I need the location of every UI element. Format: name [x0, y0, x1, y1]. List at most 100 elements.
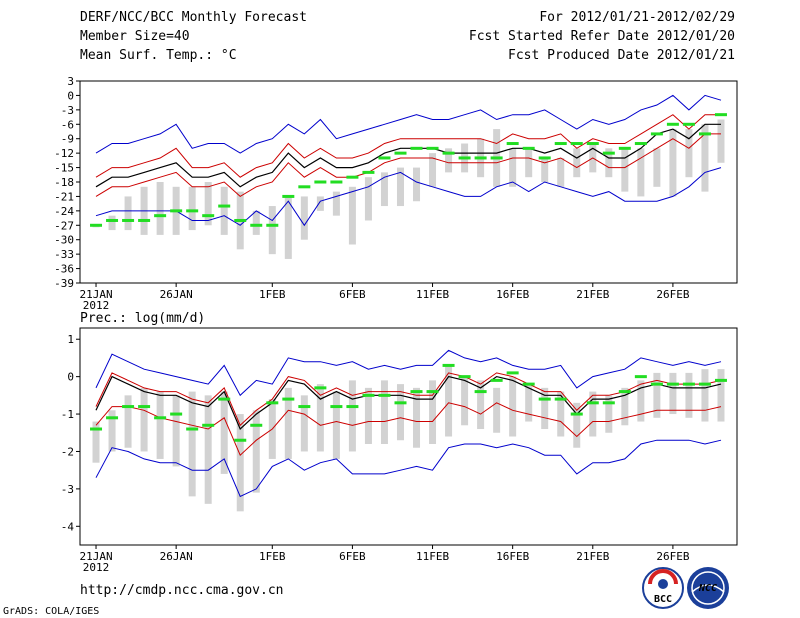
- footer-credit: GrADS: COLA/IGES: [3, 606, 99, 617]
- header-variable: Mean Surf. Temp.: °C: [80, 48, 237, 63]
- temp-spread-box: [557, 157, 565, 187]
- temp-ytick-label: -15: [54, 162, 74, 175]
- temp-xtick-label: 16FEB: [496, 288, 529, 301]
- temp-ytick-label: -33: [54, 248, 74, 261]
- prec-spread-box: [220, 391, 228, 474]
- temp-xtick-label: 26FEB: [656, 288, 689, 301]
- prec-ytick-label: -1: [61, 408, 74, 421]
- temp-spread-box: [429, 153, 437, 187]
- prec-xtick-label: 1FEB: [259, 550, 286, 563]
- temp-ensemble-mean-line: [95, 123, 721, 188]
- bcc-logo-text: BCC: [654, 594, 672, 605]
- temp-ytick-label: -12: [54, 147, 74, 160]
- temp-spread-box: [541, 157, 549, 182]
- prec-ytick-label: 1: [67, 333, 74, 346]
- prec-spread-box: [364, 387, 372, 444]
- footer-url[interactable]: http://cmdp.ncc.cma.gov.cn: [80, 583, 284, 598]
- temp-spread-box: [316, 196, 324, 211]
- temp-spread-box: [573, 148, 581, 178]
- prec-xtick-label: 26JAN: [160, 550, 193, 563]
- temp-spread-box: [156, 182, 164, 235]
- prec-spread-box: [669, 372, 677, 415]
- prec-ytick-label: 0: [67, 371, 74, 384]
- prec-spread-box: [252, 410, 260, 493]
- temp-spread-box: [124, 196, 132, 231]
- prec-spread-box: [396, 384, 404, 441]
- prec-spread-box: [172, 395, 180, 467]
- temp-spread-high-line: [95, 114, 721, 178]
- prec-spread-box: [637, 380, 645, 422]
- prec-ensemble-mean-line: [95, 375, 722, 431]
- prec-ytick-label: -4: [61, 520, 75, 533]
- temp-x-year: 2012: [83, 299, 110, 312]
- prec-spread-box: [140, 387, 148, 452]
- header-title: DERF/NCC/BCC Monthly Forecast: [80, 10, 307, 25]
- temp-spread-box: [669, 129, 677, 197]
- prec-spread-box: [701, 369, 709, 422]
- prec-spread-box: [573, 402, 581, 448]
- prec-xtick-label: 6FEB: [339, 550, 366, 563]
- prec-spread-box: [332, 391, 340, 459]
- temp-spread-box: [413, 167, 421, 202]
- prec-spread-box: [509, 376, 517, 437]
- temp-ytick-label: 0: [67, 89, 74, 102]
- temp-xtick-label: 26JAN: [160, 288, 193, 301]
- temp-ytick-label: -21: [54, 190, 74, 203]
- prec-spread-box: [653, 372, 661, 418]
- prec-spread-box: [236, 414, 244, 512]
- temp-spread-box: [653, 148, 661, 187]
- prec-spread-box: [557, 391, 565, 437]
- header-produced-date: Fcst Produced Date 2012/01/21: [508, 48, 735, 63]
- prec-spread-box: [589, 391, 597, 437]
- prec-upper-bound-line: [95, 349, 722, 397]
- temp-ytick-label: -36: [54, 263, 74, 276]
- prec-ytick-label: -2: [61, 445, 74, 458]
- prec-spread-low-line: [95, 402, 722, 457]
- prec-spread-box: [92, 421, 100, 463]
- temp-spread-box: [220, 186, 228, 235]
- temp-xtick-label: 21FEB: [576, 288, 609, 301]
- temp-xtick-label: 11FEB: [416, 288, 449, 301]
- prec-spread-box: [108, 410, 116, 452]
- temp-spread-box: [380, 172, 388, 207]
- temp-spread-box: [509, 148, 517, 187]
- prec-spread-box: [605, 395, 613, 433]
- header-period: For 2012/01/21-2012/02/29: [539, 10, 735, 25]
- temp-spread-box: [108, 215, 116, 231]
- prec-spread-box: [300, 395, 308, 452]
- temp-xtick-label: 21JAN: [79, 288, 112, 301]
- temp-spread-box: [284, 196, 292, 259]
- prec-spread-box: [461, 376, 469, 426]
- prec-lower-bound-line: [95, 439, 722, 498]
- temp-spread-box: [637, 148, 645, 197]
- temp-ytick-label: -6: [61, 118, 74, 131]
- temp-spread-box: [717, 119, 725, 163]
- temp-spread-box: [332, 191, 340, 216]
- prec-xtick-label: 16FEB: [496, 550, 529, 563]
- prec-plot-frame: [79, 327, 738, 546]
- temp-spread-low-line: [95, 133, 721, 198]
- bcc-logo: BCC: [642, 567, 684, 609]
- temp-xtick-label: 6FEB: [339, 288, 366, 301]
- prec-spread-box: [204, 395, 212, 504]
- temp-ytick-label: -9: [61, 133, 74, 146]
- prec-xtick-label: 21FEB: [576, 550, 609, 563]
- prec-spread-box: [493, 387, 501, 433]
- temp-ytick-label: -18: [54, 176, 74, 189]
- prec-spread-box: [348, 380, 356, 452]
- temp-spread-box: [445, 148, 453, 173]
- temp-xtick-label: 1FEB: [259, 288, 286, 301]
- temp-upper-bound-line: [95, 94, 722, 154]
- temp-ytick-label: 3: [67, 75, 74, 88]
- precipitation-panel: 1 0 -1 -2 -3 -4 21JAN 26JAN 1FEB 6FEB 11FEB 16FEB 21…: [61, 327, 738, 574]
- temp-spread-box: [364, 177, 372, 221]
- prec-spread-box: [413, 387, 421, 448]
- prec-spread-box: [717, 369, 725, 422]
- temp-spread-box: [348, 186, 356, 245]
- prec-spread-box: [477, 380, 485, 430]
- temp-spread-box: [300, 196, 308, 240]
- precip-panel-title: Prec.: log(mm/d): [80, 311, 205, 326]
- prec-xtick-label: 21JAN: [79, 550, 112, 563]
- temp-spread-box: [605, 148, 613, 178]
